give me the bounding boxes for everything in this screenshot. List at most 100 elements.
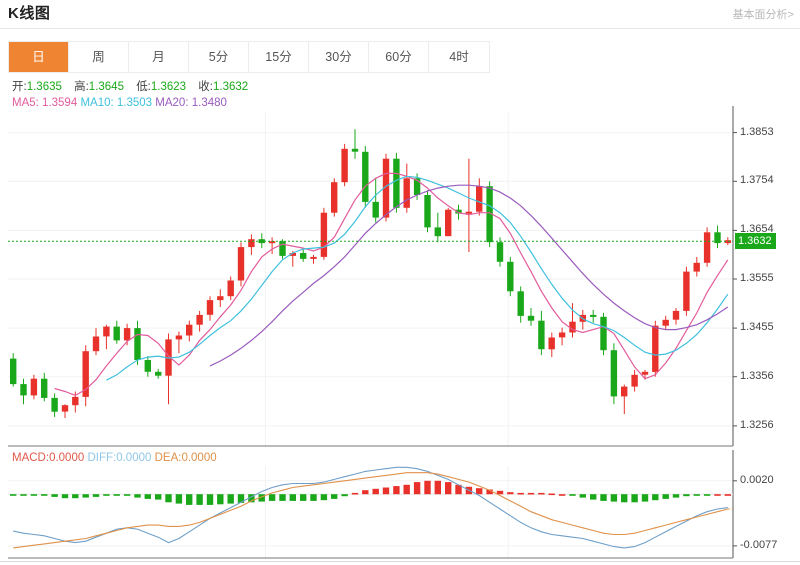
macd-bar bbox=[72, 494, 79, 499]
candle bbox=[631, 369, 638, 392]
tab-4[interactable]: 15分 bbox=[249, 42, 309, 72]
macd-bar bbox=[631, 494, 638, 503]
candle bbox=[413, 173, 421, 200]
macd-bar bbox=[82, 494, 89, 498]
candle bbox=[434, 212, 441, 243]
macd-bar bbox=[61, 494, 69, 499]
macd-bar bbox=[227, 494, 234, 504]
tab-6[interactable]: 60分 bbox=[369, 42, 429, 72]
macd-bar bbox=[289, 494, 296, 501]
candle bbox=[206, 296, 214, 321]
macd-bar bbox=[113, 494, 120, 496]
tab-2[interactable]: 月 bbox=[129, 42, 189, 72]
candle bbox=[175, 331, 183, 354]
low-value: 1.3623 bbox=[150, 81, 187, 93]
candle bbox=[155, 368, 162, 379]
macd-bar bbox=[413, 482, 421, 495]
candle bbox=[652, 320, 659, 377]
macd-bar bbox=[434, 480, 441, 495]
candle bbox=[113, 320, 120, 344]
candle bbox=[237, 242, 245, 287]
macd-bar bbox=[600, 494, 607, 501]
tab-5[interactable]: 30分 bbox=[309, 42, 369, 72]
current-price-badge: 1.3632 bbox=[735, 233, 776, 250]
macd-bar bbox=[217, 494, 224, 505]
macd-bar bbox=[538, 492, 545, 495]
candle bbox=[507, 256, 514, 297]
ma5-label: MA5: bbox=[12, 97, 39, 109]
candle bbox=[20, 378, 27, 405]
tab-3[interactable]: 5分 bbox=[189, 42, 249, 72]
macd-bar bbox=[134, 494, 141, 498]
candle bbox=[258, 233, 265, 249]
macd-bar bbox=[610, 494, 618, 502]
macd-bar bbox=[10, 494, 17, 496]
macd-bar bbox=[703, 494, 711, 496]
candle bbox=[144, 356, 151, 377]
price-tick-4: 1.3455 bbox=[740, 321, 774, 334]
candle bbox=[362, 145, 369, 208]
macd-bar bbox=[237, 494, 245, 503]
candle bbox=[476, 178, 483, 216]
macd-bar bbox=[165, 494, 172, 503]
price-tick-5: 1.3356 bbox=[740, 369, 774, 382]
macd-value: 0.0000 bbox=[49, 452, 85, 464]
page-title: K线图 bbox=[8, 5, 51, 22]
candle bbox=[372, 178, 379, 223]
macd-bar bbox=[465, 486, 473, 495]
macd-bar bbox=[590, 494, 597, 500]
macd-bar bbox=[41, 494, 48, 496]
candle bbox=[538, 310, 545, 356]
macd-bar bbox=[372, 488, 379, 495]
macd-bar bbox=[424, 480, 431, 495]
macd-bar bbox=[672, 494, 680, 498]
ma10-label: MA10: bbox=[80, 97, 114, 109]
candle bbox=[517, 286, 524, 323]
candle bbox=[465, 158, 473, 252]
ma20-value: 1.3480 bbox=[191, 97, 227, 109]
macd-bar bbox=[351, 492, 359, 495]
macd-bar bbox=[579, 494, 586, 498]
macd-bar bbox=[300, 494, 307, 501]
candle bbox=[30, 374, 38, 400]
candle bbox=[10, 353, 17, 387]
macd-bar bbox=[445, 482, 452, 495]
candle bbox=[51, 393, 58, 417]
macd-bar bbox=[248, 494, 255, 503]
candle bbox=[548, 332, 555, 358]
tab-0[interactable]: 日 bbox=[9, 42, 69, 72]
open-label: 开: bbox=[12, 81, 27, 93]
candle bbox=[703, 227, 711, 267]
period-tab-bar: 日周月 5分 15分 30分 60分 4时 bbox=[8, 41, 490, 73]
macd-bar bbox=[403, 484, 410, 495]
price-tick-0: 1.3853 bbox=[740, 125, 774, 138]
macd-bar bbox=[144, 494, 151, 499]
moving-average-legend: MA5: 1.3594 MA10: 1.3503 MA20: 1.3480 bbox=[12, 96, 227, 111]
macd-bar bbox=[51, 494, 58, 497]
macd-bar bbox=[496, 490, 504, 495]
macd-bar bbox=[683, 494, 690, 497]
candle bbox=[351, 129, 359, 159]
diff-value: 0.0000 bbox=[116, 452, 152, 464]
candle bbox=[714, 225, 721, 249]
macd-bar bbox=[486, 489, 493, 495]
macd-bar bbox=[155, 494, 162, 500]
macd-bar bbox=[186, 494, 193, 505]
low-label: 低: bbox=[136, 81, 151, 93]
candle bbox=[724, 237, 731, 246]
macd-bar bbox=[382, 487, 390, 495]
tab-7[interactable]: 4时 bbox=[429, 42, 489, 72]
fundamental-analysis-link[interactable]: 基本面分析> bbox=[732, 9, 794, 21]
macd-bar bbox=[20, 494, 27, 496]
candle bbox=[134, 320, 141, 365]
candle bbox=[268, 237, 276, 254]
macd-bar bbox=[331, 494, 338, 499]
macd-bar bbox=[621, 494, 628, 503]
macd-bar bbox=[558, 494, 566, 496]
macd-bar bbox=[279, 494, 286, 501]
macd-bar bbox=[103, 494, 110, 496]
macd-bar bbox=[652, 494, 659, 501]
candle bbox=[341, 143, 348, 187]
candle bbox=[217, 289, 224, 307]
tab-1[interactable]: 周 bbox=[69, 42, 129, 72]
